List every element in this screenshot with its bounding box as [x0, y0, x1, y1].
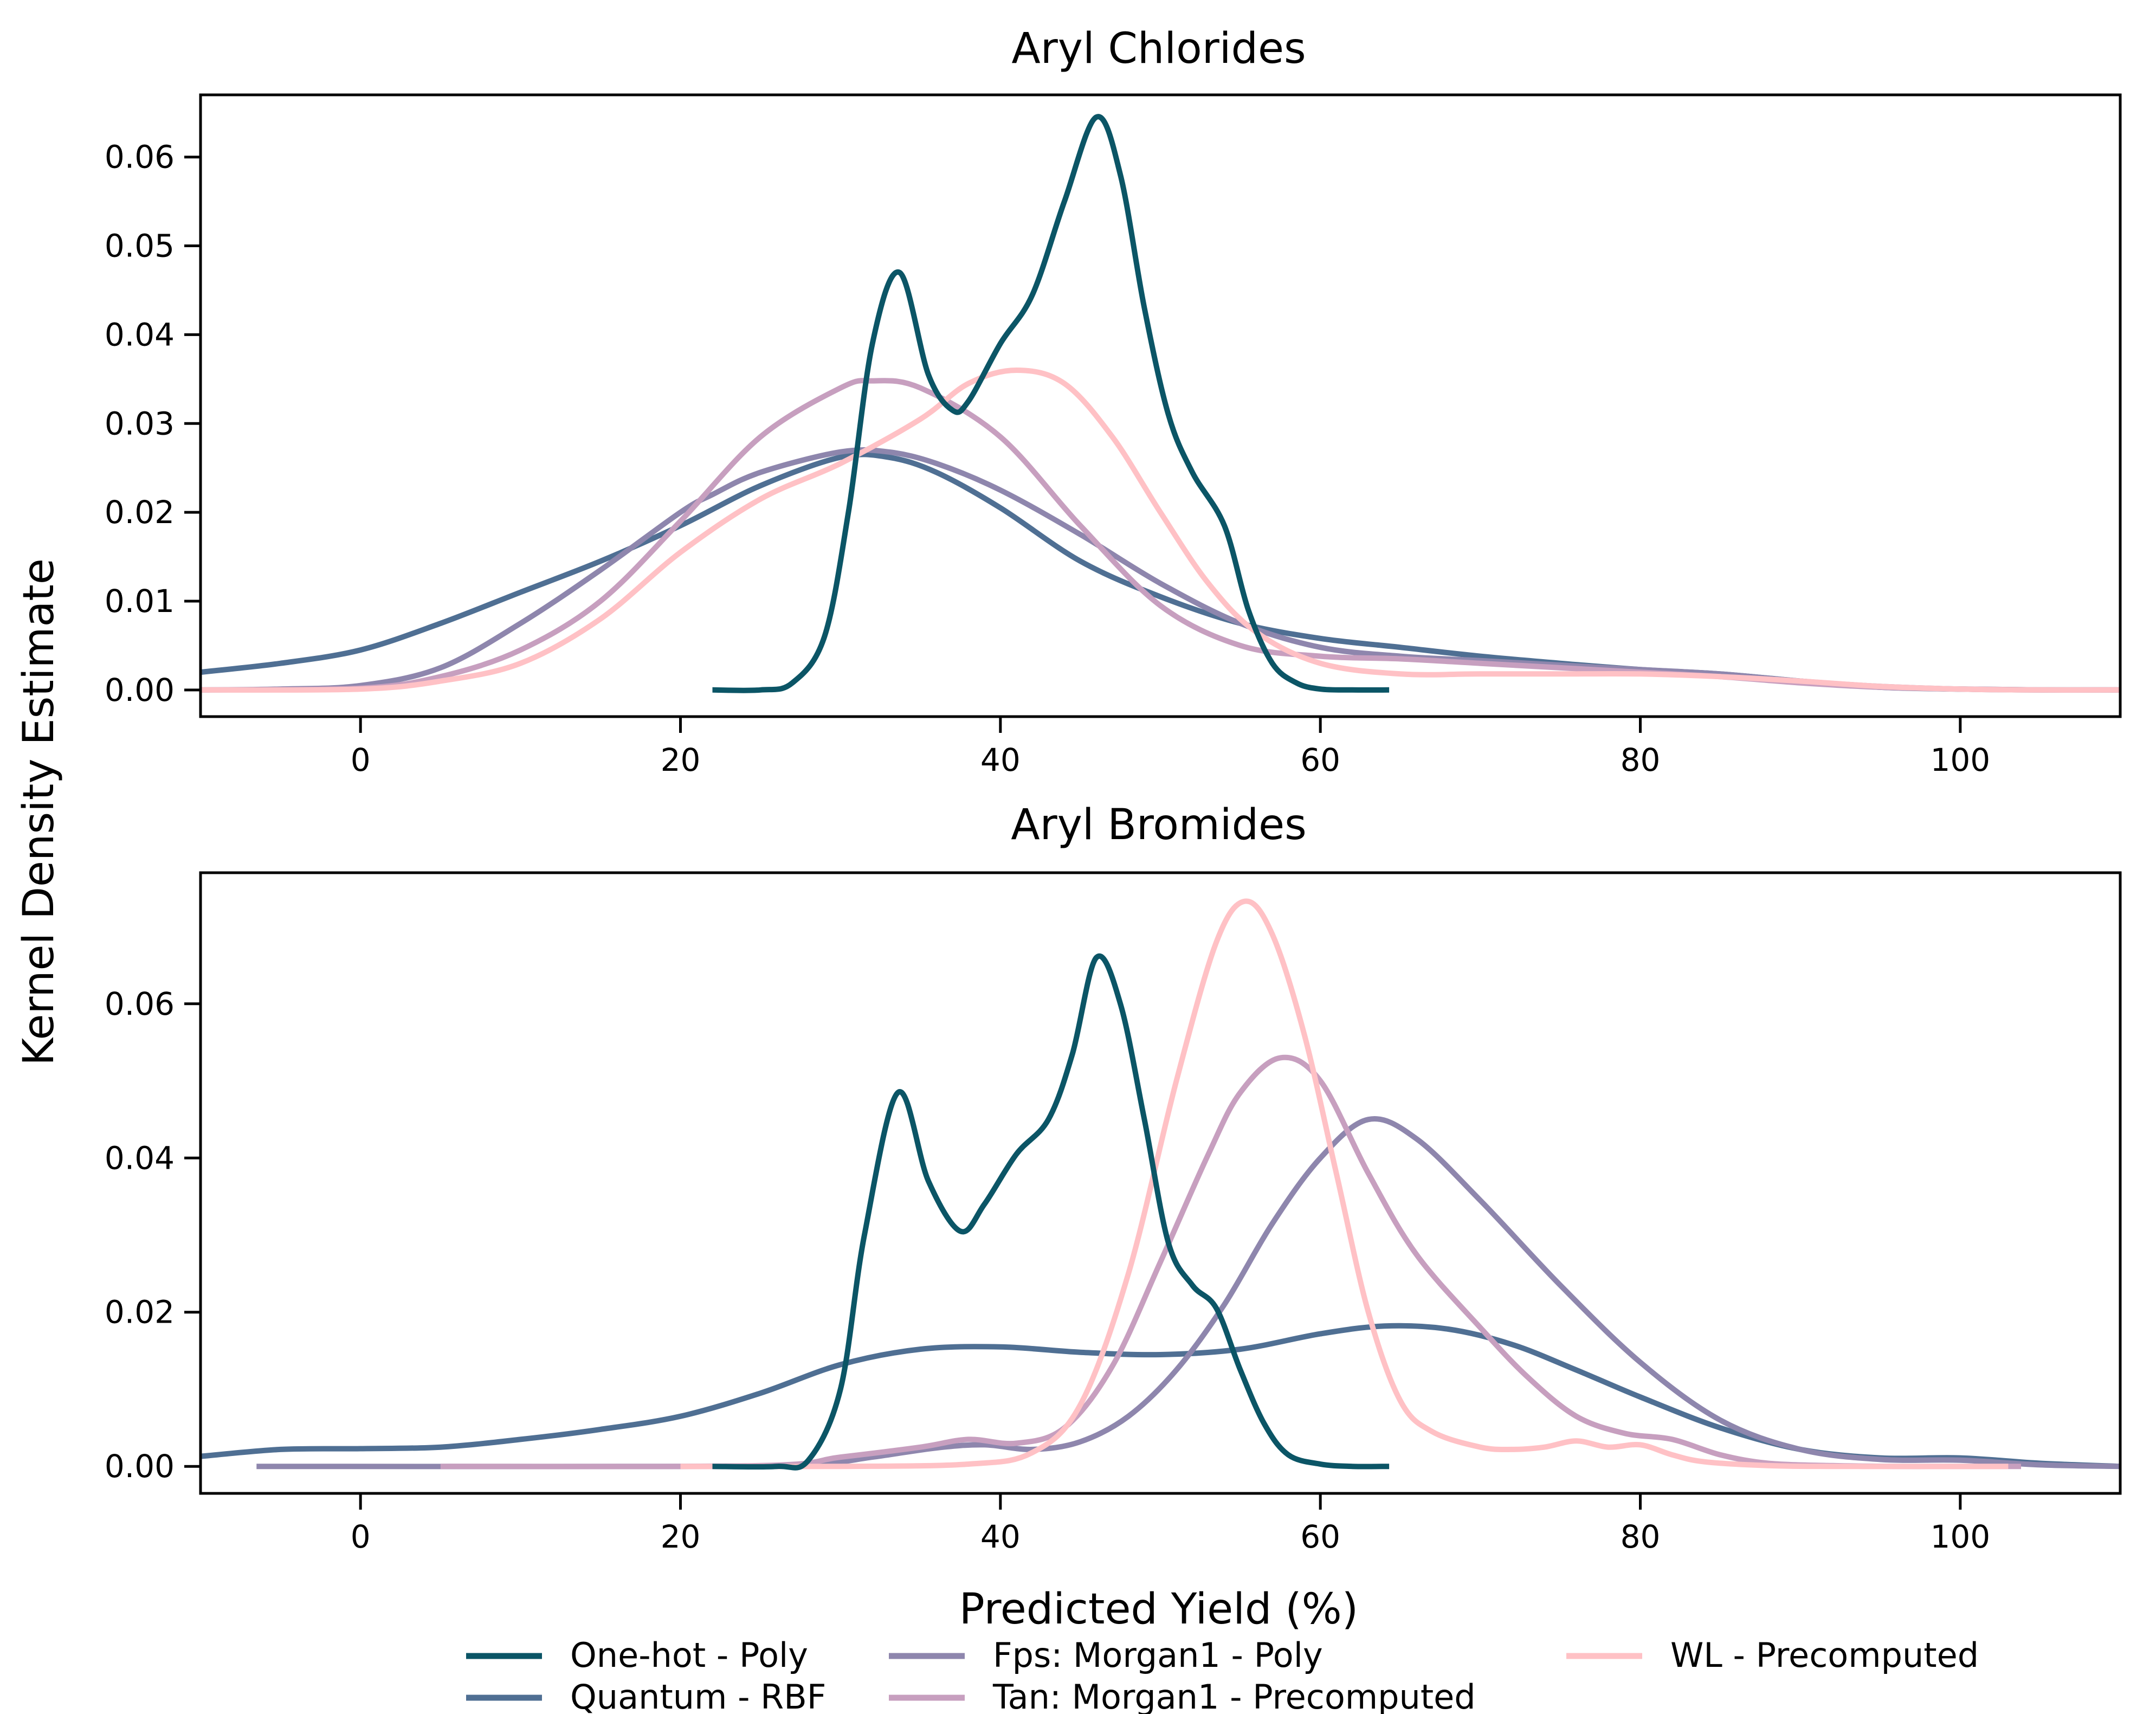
series-line-tan-morgan1-precomputed [440, 1054, 2021, 1470]
y-tick-label: 0.02 [105, 494, 175, 531]
panel-aryl-bromides: Aryl Bromides 0.00 0.02 0.04 0.06 0 20 40 60 80… [105, 801, 2122, 1555]
y-tick-label: 0.02 [105, 1294, 175, 1331]
legend-label: WL - Precomputed [1670, 1635, 1979, 1675]
x-axis-label: Predicted Yield (%) [959, 1585, 1358, 1634]
plot-area [199, 871, 2122, 1495]
panel-title: Aryl Bromides [1011, 801, 1306, 849]
legend-label: Quantum - RBF [570, 1677, 826, 1714]
series-line-wl-precomputed [201, 368, 2120, 693]
x-ticks: 0 20 40 60 80 100 [351, 1493, 1990, 1555]
x-tick-label: 100 [1930, 742, 1990, 778]
series-line-wl-precomputed [680, 898, 2009, 1470]
legend-item-tan-morgan1-precomputed: Tan: Morgan1 - Precomputed [889, 1677, 1476, 1714]
y-tick-label: 0.04 [105, 316, 175, 353]
y-tick-label: 0.00 [105, 672, 175, 708]
series-line-one-hot-poly [712, 114, 1390, 693]
x-ticks: 0 20 40 60 80 100 [351, 717, 1990, 778]
x-tick-label: 100 [1930, 1518, 1990, 1555]
y-ticks: 0.00 0.02 0.04 0.06 [105, 985, 201, 1485]
series-line-one-hot-poly [712, 953, 1390, 1471]
y-axis-label: Kernel Density Estimate [15, 558, 63, 1066]
x-tick-label: 40 [980, 742, 1021, 778]
legend-item-wl-precomputed: WL - Precomputed [1566, 1635, 1979, 1675]
legend-item-one-hot-poly: One-hot - Poly [466, 1635, 808, 1675]
y-tick-label: 0.05 [105, 228, 175, 265]
y-ticks: 0.00 0.01 0.02 0.03 0.04 0.05 0.06 [105, 139, 201, 708]
legend-item-fps-morgan1-poly: Fps: Morgan1 - Poly [889, 1635, 1323, 1675]
plot-area [199, 93, 2122, 718]
legend-label: Tan: Morgan1 - Precomputed [992, 1677, 1476, 1714]
x-tick-label: 60 [1300, 742, 1340, 778]
x-tick-label: 40 [980, 1518, 1021, 1555]
x-tick-label: 80 [1621, 742, 1661, 778]
axes-frame [199, 93, 2122, 718]
y-tick-label: 0.01 [105, 583, 175, 620]
y-tick-label: 0.04 [105, 1139, 175, 1176]
x-tick-label: 0 [351, 1518, 371, 1555]
y-tick-label: 0.00 [105, 1448, 175, 1485]
y-tick-label: 0.06 [105, 985, 175, 1022]
y-tick-label: 0.03 [105, 405, 175, 442]
axes-frame [199, 871, 2122, 1495]
legend-label: Fps: Morgan1 - Poly [993, 1635, 1323, 1675]
series-line-fps-morgan1-poly [256, 1116, 2120, 1470]
legend-item-quantum-rbf: Quantum - RBF [466, 1677, 826, 1714]
x-tick-label: 80 [1621, 1518, 1661, 1555]
panel-aryl-chlorides: Aryl Chlorides 0.000.010.020.030.040.050… [105, 24, 2122, 778]
legend-label: One-hot - Poly [570, 1635, 808, 1675]
x-tick-label: 20 [661, 1518, 701, 1555]
y-tick-label: 0.06 [105, 139, 175, 176]
x-tick-label: 60 [1300, 1518, 1340, 1555]
x-tick-label: 20 [661, 742, 701, 778]
x-tick-label: 0 [351, 742, 371, 778]
panel-title: Aryl Chlorides [1011, 24, 1306, 73]
